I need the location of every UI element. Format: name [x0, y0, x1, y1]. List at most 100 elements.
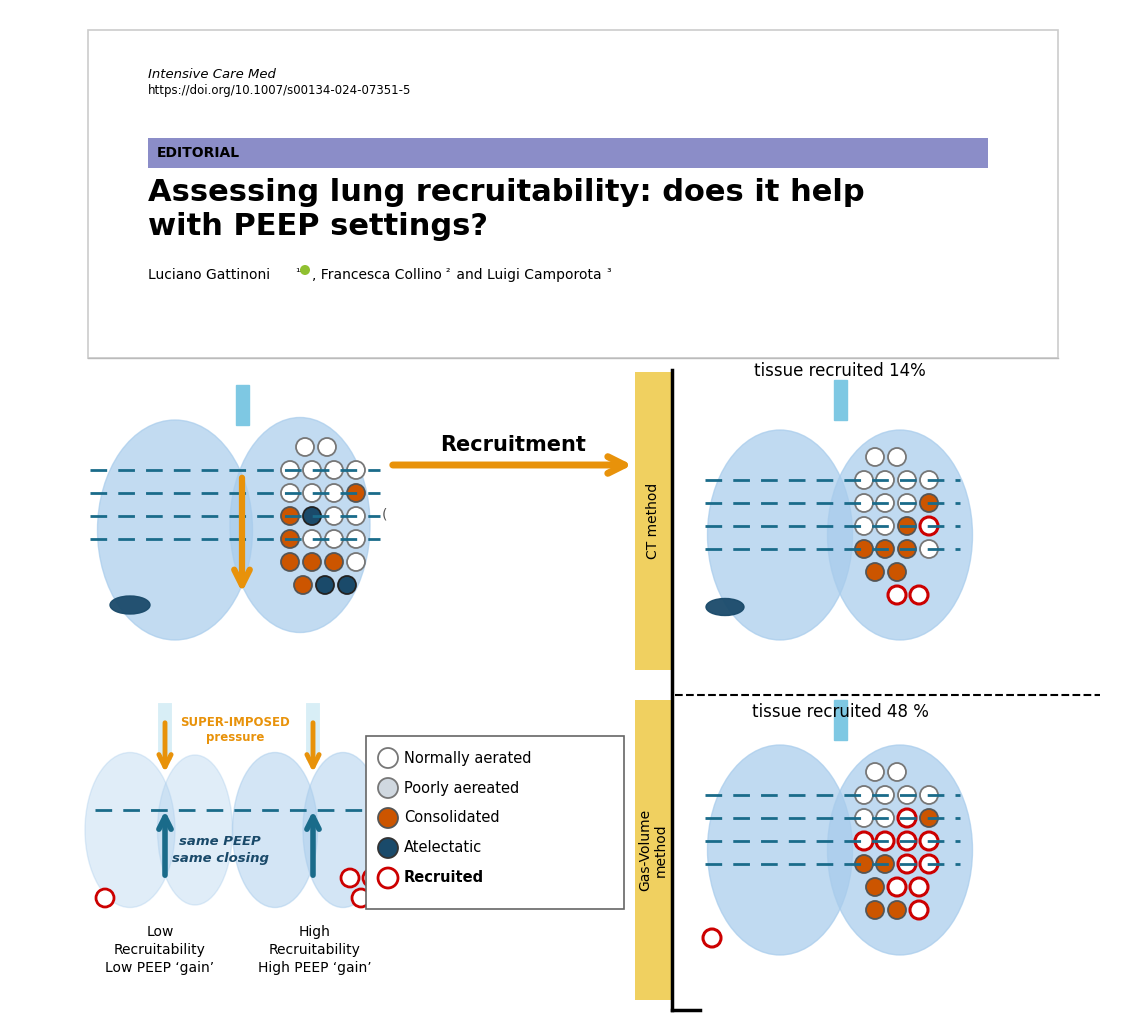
- Circle shape: [702, 929, 721, 947]
- Text: Recruited: Recruited: [405, 871, 484, 885]
- Circle shape: [920, 494, 937, 512]
- Text: with PEEP settings?: with PEEP settings?: [148, 212, 488, 241]
- Text: Consolidated: Consolidated: [405, 810, 500, 826]
- Circle shape: [876, 854, 894, 873]
- Circle shape: [920, 832, 937, 850]
- Circle shape: [325, 507, 343, 525]
- FancyBboxPatch shape: [635, 700, 672, 1000]
- Ellipse shape: [233, 752, 317, 907]
- Circle shape: [378, 778, 398, 798]
- Ellipse shape: [827, 430, 973, 640]
- Text: same PEEP
same closing: same PEEP same closing: [172, 835, 268, 865]
- Text: Recruitment: Recruitment: [440, 436, 586, 455]
- Ellipse shape: [707, 430, 853, 640]
- Circle shape: [910, 901, 928, 920]
- Ellipse shape: [230, 418, 370, 633]
- Circle shape: [920, 809, 937, 827]
- Ellipse shape: [827, 745, 973, 955]
- Circle shape: [303, 507, 321, 525]
- Circle shape: [317, 438, 336, 456]
- Circle shape: [325, 484, 343, 502]
- Text: z: z: [402, 798, 408, 808]
- Ellipse shape: [303, 752, 383, 907]
- Ellipse shape: [707, 745, 853, 955]
- Circle shape: [296, 438, 314, 456]
- Circle shape: [866, 878, 884, 896]
- Circle shape: [303, 553, 321, 571]
- Circle shape: [303, 530, 321, 548]
- Circle shape: [876, 540, 894, 558]
- Circle shape: [281, 507, 299, 525]
- Text: CT method: CT method: [646, 483, 660, 559]
- Circle shape: [888, 586, 906, 604]
- FancyBboxPatch shape: [635, 372, 672, 670]
- Circle shape: [363, 869, 380, 886]
- Circle shape: [325, 553, 343, 571]
- FancyBboxPatch shape: [88, 30, 1058, 358]
- Circle shape: [898, 786, 916, 804]
- Text: ³: ³: [606, 268, 611, 278]
- Circle shape: [96, 889, 113, 907]
- Text: Gas-Volume
method: Gas-Volume method: [638, 809, 668, 891]
- Ellipse shape: [706, 599, 744, 615]
- Text: https://doi.org/10.1007/s00134-024-07351-5: https://doi.org/10.1007/s00134-024-07351…: [148, 84, 411, 97]
- Circle shape: [347, 461, 364, 479]
- Text: Atelectatic: Atelectatic: [405, 840, 482, 856]
- Circle shape: [325, 461, 343, 479]
- Ellipse shape: [157, 755, 233, 905]
- Ellipse shape: [97, 420, 252, 640]
- Circle shape: [303, 484, 321, 502]
- Text: Normally aerated: Normally aerated: [405, 750, 532, 766]
- Text: Low
Recruitability
Low PEEP ‘gain’: Low Recruitability Low PEEP ‘gain’: [105, 925, 214, 974]
- Circle shape: [347, 530, 364, 548]
- FancyBboxPatch shape: [148, 138, 988, 168]
- Circle shape: [325, 530, 343, 548]
- Circle shape: [876, 494, 894, 512]
- Text: tissue recruited 48 %: tissue recruited 48 %: [752, 703, 928, 721]
- Circle shape: [281, 461, 299, 479]
- Circle shape: [855, 517, 873, 535]
- Circle shape: [855, 809, 873, 827]
- Circle shape: [378, 808, 398, 828]
- Circle shape: [300, 265, 311, 275]
- Circle shape: [855, 540, 873, 558]
- Circle shape: [855, 854, 873, 873]
- Text: , Francesca Collino: , Francesca Collino: [312, 268, 442, 282]
- Circle shape: [338, 576, 356, 594]
- Circle shape: [281, 530, 299, 548]
- Circle shape: [910, 878, 928, 896]
- Text: ¹*: ¹*: [295, 268, 305, 278]
- Circle shape: [378, 748, 398, 768]
- Circle shape: [876, 832, 894, 850]
- Text: Luciano Gattinoni: Luciano Gattinoni: [148, 268, 270, 282]
- Bar: [235, 385, 249, 425]
- Circle shape: [888, 901, 906, 920]
- Text: tissue recruited 14%: tissue recruited 14%: [754, 362, 926, 380]
- Circle shape: [876, 786, 894, 804]
- Circle shape: [347, 484, 364, 502]
- Circle shape: [910, 586, 928, 604]
- Circle shape: [920, 854, 937, 873]
- Circle shape: [920, 517, 937, 535]
- Circle shape: [898, 854, 916, 873]
- Ellipse shape: [110, 596, 150, 614]
- Bar: [833, 700, 847, 740]
- Text: Intensive Care Med: Intensive Care Med: [148, 68, 276, 80]
- Circle shape: [378, 838, 398, 858]
- Circle shape: [316, 576, 333, 594]
- Circle shape: [888, 763, 906, 781]
- Text: Poorly aereated: Poorly aereated: [405, 780, 519, 796]
- Text: and Luigi Camporota: and Luigi Camporota: [452, 268, 602, 282]
- Circle shape: [920, 471, 937, 489]
- Circle shape: [352, 889, 370, 907]
- Circle shape: [888, 563, 906, 581]
- Text: Assessing lung recruitability: does it help: Assessing lung recruitability: does it h…: [148, 178, 864, 207]
- Text: ²: ²: [446, 268, 450, 278]
- Circle shape: [855, 832, 873, 850]
- Text: SUPER-IMPOSED
pressure: SUPER-IMPOSED pressure: [180, 715, 290, 744]
- Circle shape: [898, 494, 916, 512]
- Circle shape: [342, 869, 359, 886]
- Circle shape: [281, 484, 299, 502]
- Circle shape: [303, 461, 321, 479]
- Ellipse shape: [85, 752, 175, 907]
